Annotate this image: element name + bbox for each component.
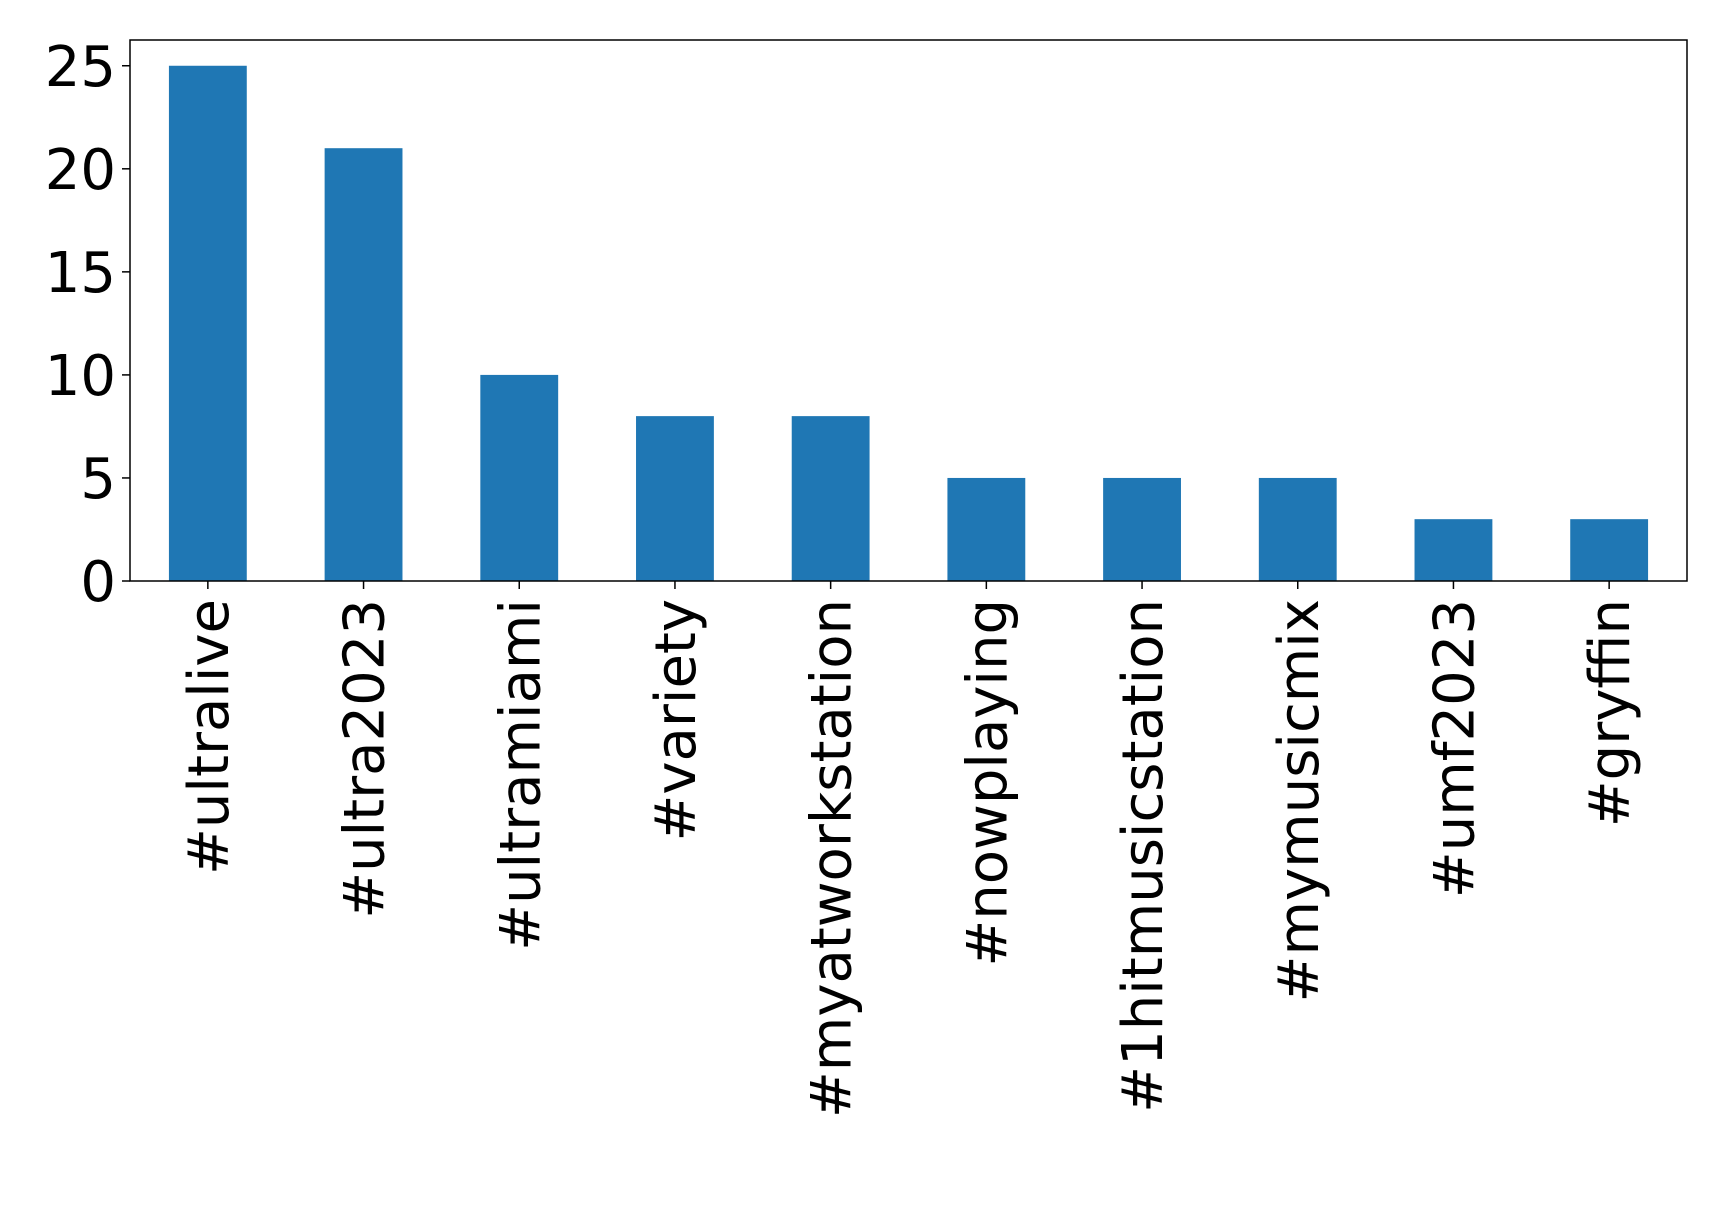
x-tick-label: #1hitmusicstation [1111,599,1176,1113]
x-tick-label: #ultramiami [488,599,553,951]
y-tick-label: 0 [80,550,116,615]
x-tick-label: #myatworkstation [800,599,865,1118]
plot-frame [129,39,1688,582]
bar [324,148,403,581]
bar [1103,477,1181,581]
x-tick-label: #gryffin [1578,599,1643,827]
y-tick-label: 20 [45,138,116,203]
bar [1414,519,1493,581]
bar [480,374,559,581]
y-tick-label: 15 [45,241,116,306]
bar [1258,477,1337,581]
x-tick-label: #umf2023 [1422,599,1487,898]
bar [636,416,714,581]
x-tick-label: #mymusicmix [1267,599,1332,1002]
x-tick-label: #nowplaying [955,599,1020,967]
x-tick-label: #ultra2023 [333,599,398,919]
x-tick-label: #variety [644,599,709,842]
bar [168,65,247,581]
bar [947,477,1026,581]
y-tick-label: 5 [80,447,116,512]
bar [1570,519,1649,581]
x-tick-label: #ultralive [177,599,242,875]
bar [791,416,870,581]
y-tick-label: 10 [45,344,116,409]
y-tick-label: 25 [45,35,116,100]
